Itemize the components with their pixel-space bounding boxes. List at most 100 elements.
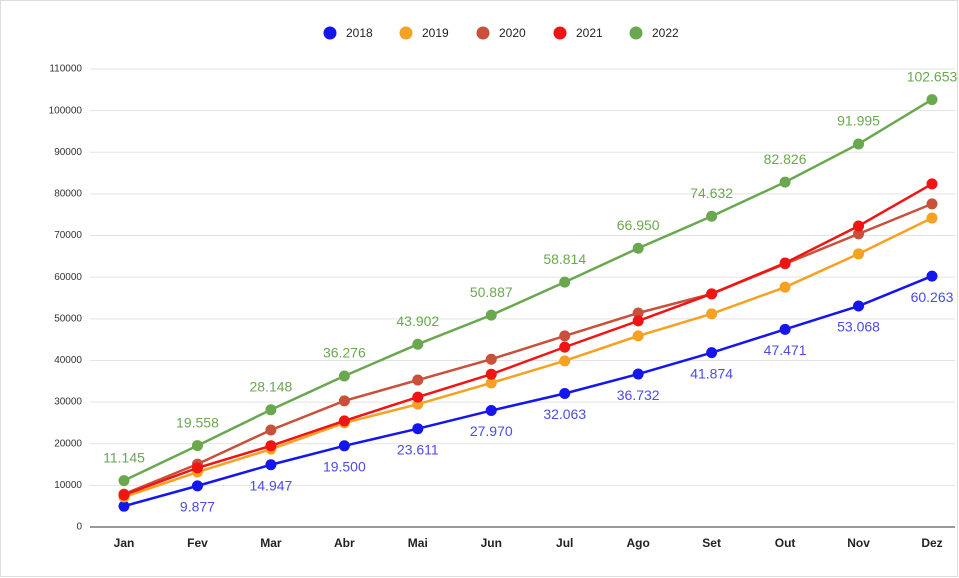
data-point xyxy=(485,309,497,321)
y-tick-label: 70000 xyxy=(54,230,82,241)
data-point xyxy=(706,210,718,222)
legend-marker xyxy=(476,26,490,40)
y-tick-label: 10000 xyxy=(54,480,82,491)
data-point xyxy=(118,500,130,512)
series-line xyxy=(123,202,933,496)
legend-marker xyxy=(323,26,337,40)
data-point xyxy=(338,370,350,382)
data-point xyxy=(412,338,424,350)
data-point xyxy=(559,276,571,288)
data-point xyxy=(632,330,644,342)
legend-label: 2019 xyxy=(422,26,449,40)
legend-label: 2018 xyxy=(346,26,373,40)
x-tick-label: Mar xyxy=(260,536,282,550)
data-point xyxy=(118,489,130,501)
data-point xyxy=(926,212,938,224)
data-point xyxy=(926,94,938,106)
data-label: 74.632 xyxy=(690,185,733,201)
data-point xyxy=(412,374,424,386)
data-point xyxy=(779,323,791,335)
data-label: 36.276 xyxy=(323,345,366,361)
data-label: 50.887 xyxy=(470,284,513,300)
data-point xyxy=(706,347,718,359)
data-point xyxy=(191,480,203,492)
data-point xyxy=(485,368,497,380)
x-tick-label: Jan xyxy=(114,536,135,550)
data-point xyxy=(706,308,718,320)
legend-marker xyxy=(553,26,567,40)
data-point xyxy=(853,138,865,150)
data-label: 58.814 xyxy=(543,251,586,267)
data-point xyxy=(926,178,938,190)
data-point xyxy=(706,288,718,300)
data-point xyxy=(191,462,203,474)
series-line xyxy=(123,216,933,499)
data-label: 47.471 xyxy=(764,342,807,358)
y-tick-label: 80000 xyxy=(54,189,82,200)
series-line xyxy=(123,98,933,482)
data-label: 19.558 xyxy=(176,414,219,430)
series-line xyxy=(123,182,933,497)
y-tick-label: 30000 xyxy=(54,397,82,408)
data-point xyxy=(118,475,130,487)
data-point xyxy=(853,248,865,260)
legend-marker xyxy=(399,26,413,40)
x-tick-label: Abr xyxy=(334,536,355,550)
data-point xyxy=(632,307,644,319)
data-point xyxy=(779,281,791,293)
y-tick-label: 40000 xyxy=(54,355,82,366)
data-label: 9.877 xyxy=(180,499,215,515)
data-point xyxy=(191,440,203,452)
series-line xyxy=(123,274,933,508)
legend-label: 2022 xyxy=(652,26,679,40)
y-tick-label: 20000 xyxy=(54,438,82,449)
data-point xyxy=(632,315,644,327)
y-tick-label: 100000 xyxy=(49,105,83,116)
data-point xyxy=(559,388,571,400)
data-point xyxy=(559,330,571,342)
data-label: 91.995 xyxy=(837,113,880,129)
y-tick-label: 0 xyxy=(76,522,82,533)
data-label: 11.145 xyxy=(103,449,145,465)
data-point xyxy=(265,424,277,436)
data-point xyxy=(485,377,497,389)
data-point xyxy=(632,368,644,380)
y-tick-label: 60000 xyxy=(54,272,82,283)
legend-label: 2021 xyxy=(576,26,603,40)
data-label: 66.950 xyxy=(617,217,660,233)
data-label: 27.970 xyxy=(470,423,513,439)
data-point xyxy=(559,341,571,353)
data-point xyxy=(338,395,350,407)
data-label: 32.063 xyxy=(543,406,586,422)
x-tick-label: Set xyxy=(702,536,721,550)
data-label: 102.653 xyxy=(907,68,958,84)
x-tick-label: Dez xyxy=(921,536,942,550)
data-point xyxy=(265,440,277,452)
data-label: 82.826 xyxy=(764,151,807,167)
data-point xyxy=(265,404,277,416)
x-tick-label: Mai xyxy=(408,536,428,550)
data-label: 53.068 xyxy=(837,319,880,335)
y-tick-label: 50000 xyxy=(54,313,82,324)
data-label: 23.611 xyxy=(397,441,439,457)
data-point xyxy=(485,405,497,417)
data-point xyxy=(926,270,938,282)
data-label: 43.902 xyxy=(396,313,439,329)
x-tick-label: Jul xyxy=(556,536,573,550)
legend-marker xyxy=(629,26,643,40)
data-point xyxy=(559,355,571,367)
data-point xyxy=(338,415,350,427)
data-point xyxy=(412,423,424,435)
data-label: 41.874 xyxy=(690,365,733,381)
y-tick-label: 110000 xyxy=(49,64,82,75)
data-point xyxy=(779,257,791,269)
x-tick-label: Ago xyxy=(627,536,650,550)
data-label: 19.500 xyxy=(323,459,366,475)
x-tick-label: Out xyxy=(775,536,796,550)
data-label: 28.148 xyxy=(249,379,292,395)
x-tick-label: Jun xyxy=(481,536,502,550)
x-tick-label: Nov xyxy=(847,536,870,550)
data-point xyxy=(779,176,791,188)
data-point xyxy=(926,198,938,210)
data-label: 14.947 xyxy=(249,477,292,493)
